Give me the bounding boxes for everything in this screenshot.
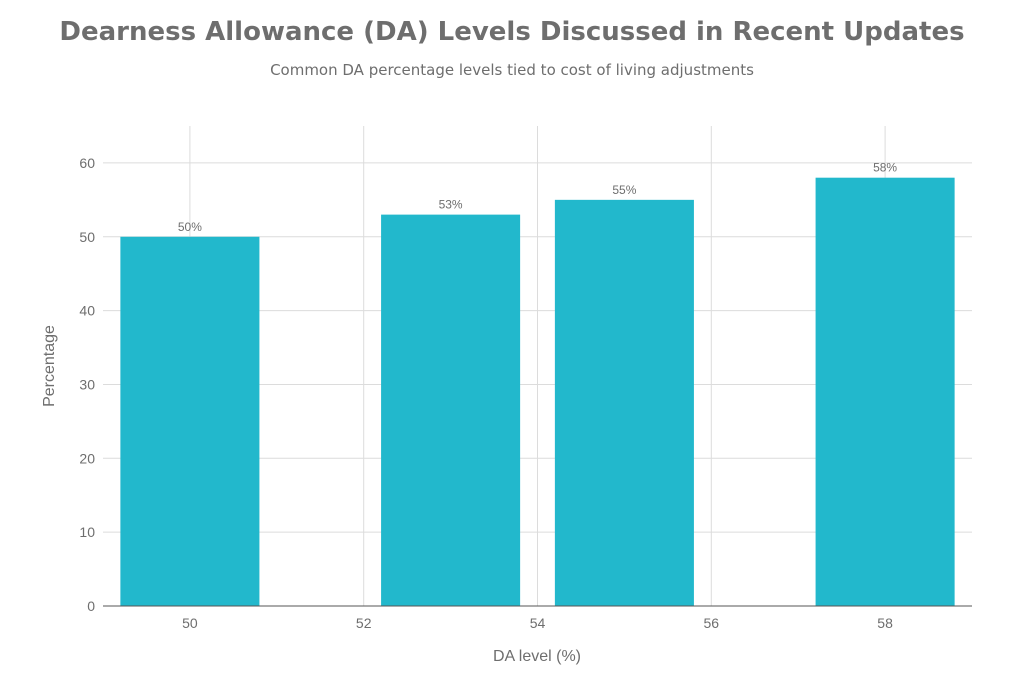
bar — [815, 177, 955, 606]
bar-value-label: 53% — [439, 198, 463, 212]
chart-title: Dearness Allowance (DA) Levels Discussed… — [59, 17, 965, 47]
y-tick-label: 30 — [79, 376, 95, 392]
x-tick-label: 50 — [182, 615, 198, 631]
bar-value-label: 58% — [873, 161, 897, 175]
y-tick-label: 0 — [87, 598, 95, 614]
y-tick-label: 20 — [79, 450, 95, 466]
y-tick-label: 10 — [79, 524, 95, 540]
x-tick-label: 54 — [530, 615, 546, 631]
bar — [120, 236, 260, 606]
y-axis-title: Percentage — [41, 325, 58, 407]
bar — [381, 214, 521, 606]
x-tick-label: 52 — [356, 615, 372, 631]
y-tick-label: 40 — [79, 303, 95, 319]
chart-subtitle: Common DA percentage levels tied to cost… — [270, 61, 754, 79]
x-axis-title: DA level (%) — [493, 648, 581, 665]
y-tick-label: 50 — [79, 229, 95, 245]
bars — [120, 177, 955, 606]
y-tick-label: 60 — [79, 155, 95, 171]
bar — [554, 199, 694, 606]
x-tick-label: 56 — [704, 615, 720, 631]
labels: 50% 53% 55% 58% 50 52 54 56 58 0 10 20 30 40 50 60 — [79, 155, 897, 631]
bar-value-label: 55% — [612, 183, 636, 197]
x-tick-label: 58 — [877, 615, 893, 631]
bar-value-label: 50% — [178, 220, 202, 234]
